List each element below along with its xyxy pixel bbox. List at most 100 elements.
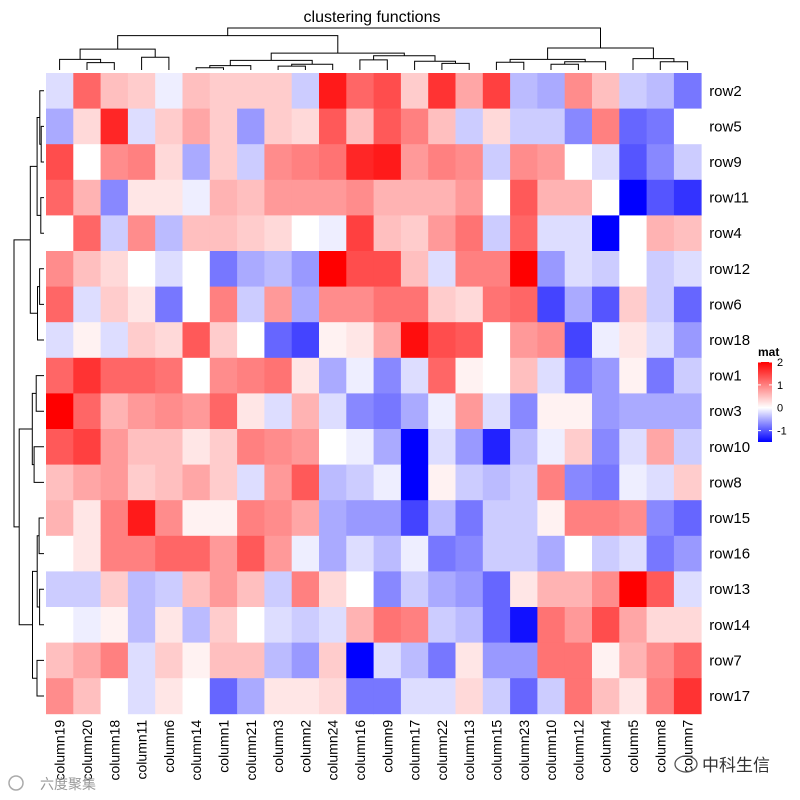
heatmap-cell xyxy=(264,429,293,465)
column-label: column5 xyxy=(625,720,641,773)
heatmap-cell xyxy=(46,322,74,359)
heatmap-cell xyxy=(209,500,238,537)
heatmap-cell xyxy=(291,571,320,608)
column-label: column3 xyxy=(270,720,286,773)
heatmap-cell xyxy=(100,179,129,216)
row-label: row7 xyxy=(709,652,742,669)
heatmap-cell xyxy=(482,144,511,181)
legend-colorbar xyxy=(758,362,772,442)
heatmap-cell xyxy=(182,144,211,181)
heatmap-cell xyxy=(155,179,183,216)
heatmap-cell xyxy=(155,571,183,608)
heatmap-cell xyxy=(482,215,511,252)
heatmap-cell xyxy=(428,73,456,109)
heatmap-cell xyxy=(673,571,702,608)
row-label: row16 xyxy=(709,546,750,563)
row-label: row17 xyxy=(709,688,750,705)
heatmap-cell xyxy=(592,322,620,359)
column-label: column20 xyxy=(79,720,95,781)
heatmap-cell xyxy=(673,678,702,715)
heatmap-cell xyxy=(564,108,593,145)
heatmap-cell xyxy=(46,642,74,679)
heatmap-cell xyxy=(237,322,265,359)
heatmap-cell xyxy=(510,607,538,643)
heatmap-cell xyxy=(537,144,566,181)
heatmap-cell xyxy=(400,429,429,465)
heatmap-cell xyxy=(400,73,429,109)
heatmap-cell xyxy=(400,535,429,572)
heatmap-cell xyxy=(73,108,101,145)
heatmap-cell xyxy=(455,642,484,679)
heatmap-cell xyxy=(46,535,74,572)
heatmap-cell xyxy=(510,108,538,145)
heatmap-cell xyxy=(182,215,211,252)
heatmap-cell xyxy=(182,179,211,216)
heatmap-cell xyxy=(510,251,538,287)
heatmap-cell xyxy=(237,251,265,287)
heatmap-cell xyxy=(209,429,238,465)
heatmap-cell xyxy=(319,322,347,359)
heatmap-cell xyxy=(646,535,675,572)
heatmap-cell xyxy=(619,73,647,109)
legend-tick-label: 1 xyxy=(777,380,783,392)
heatmap-cell xyxy=(73,215,101,252)
heatmap-cell xyxy=(264,322,293,359)
heatmap-cell xyxy=(209,215,238,252)
heatmap-cell xyxy=(209,393,238,430)
legend-tick-label: 2 xyxy=(777,357,783,369)
heatmap-cell xyxy=(182,535,211,572)
heatmap-cell xyxy=(592,429,620,465)
heatmap-cell xyxy=(673,429,702,465)
heatmap-cell xyxy=(127,393,156,430)
heatmap-cell xyxy=(564,500,593,537)
heatmap-cell xyxy=(510,357,538,394)
heatmap-cell xyxy=(428,642,456,679)
heatmap-cell xyxy=(182,678,211,715)
heatmap-cell xyxy=(291,322,320,359)
heatmap-cell xyxy=(592,179,620,216)
heatmap-cell xyxy=(673,607,702,643)
heatmap-cell xyxy=(291,642,320,679)
heatmap-cell xyxy=(209,464,238,501)
heatmap-cell xyxy=(537,108,566,145)
heatmap-cell xyxy=(264,144,293,181)
heatmap-cell xyxy=(319,73,347,109)
row-label: row11 xyxy=(709,190,749,207)
heatmap-cell xyxy=(346,322,374,359)
heatmap-cell xyxy=(673,642,702,679)
heatmap-cell xyxy=(592,215,620,252)
row-labels: row2 row5 row9 row11 row4 row12 row6 row18 row1 r… xyxy=(709,83,750,705)
heatmap-cell xyxy=(73,500,101,537)
heatmap-cell xyxy=(482,322,511,359)
heatmap-cell xyxy=(619,393,647,430)
heatmap-cell xyxy=(428,535,456,572)
heatmap-cell xyxy=(673,464,702,501)
heatmap-cell xyxy=(537,464,566,501)
heatmap-cell xyxy=(564,144,593,181)
heatmap-cell xyxy=(428,357,456,394)
column-label: column7 xyxy=(680,720,696,773)
heatmap-cell xyxy=(455,393,484,430)
heatmap-cell xyxy=(346,108,374,145)
heatmap-cell xyxy=(646,144,675,181)
heatmap-cell xyxy=(619,571,647,608)
heatmap-cell xyxy=(100,678,129,715)
column-label: column17 xyxy=(407,720,423,781)
heatmap-cell xyxy=(346,73,374,109)
heatmap-cell xyxy=(264,678,293,715)
heatmap-cell xyxy=(428,571,456,608)
heatmap-cell xyxy=(455,571,484,608)
row-label: row2 xyxy=(709,83,742,100)
heatmap-cell xyxy=(537,429,566,465)
heatmap-cell xyxy=(673,357,702,394)
heatmap-cell xyxy=(592,535,620,572)
column-label: column13 xyxy=(461,720,477,781)
heatmap-cell xyxy=(182,73,211,109)
heatmap-cell xyxy=(346,642,374,679)
heatmap-cell xyxy=(127,678,156,715)
column-label: column9 xyxy=(379,720,395,773)
heatmap-cell xyxy=(73,179,101,216)
heatmap-cell xyxy=(182,429,211,465)
heatmap-cell xyxy=(455,429,484,465)
heatmap-cell xyxy=(237,215,265,252)
